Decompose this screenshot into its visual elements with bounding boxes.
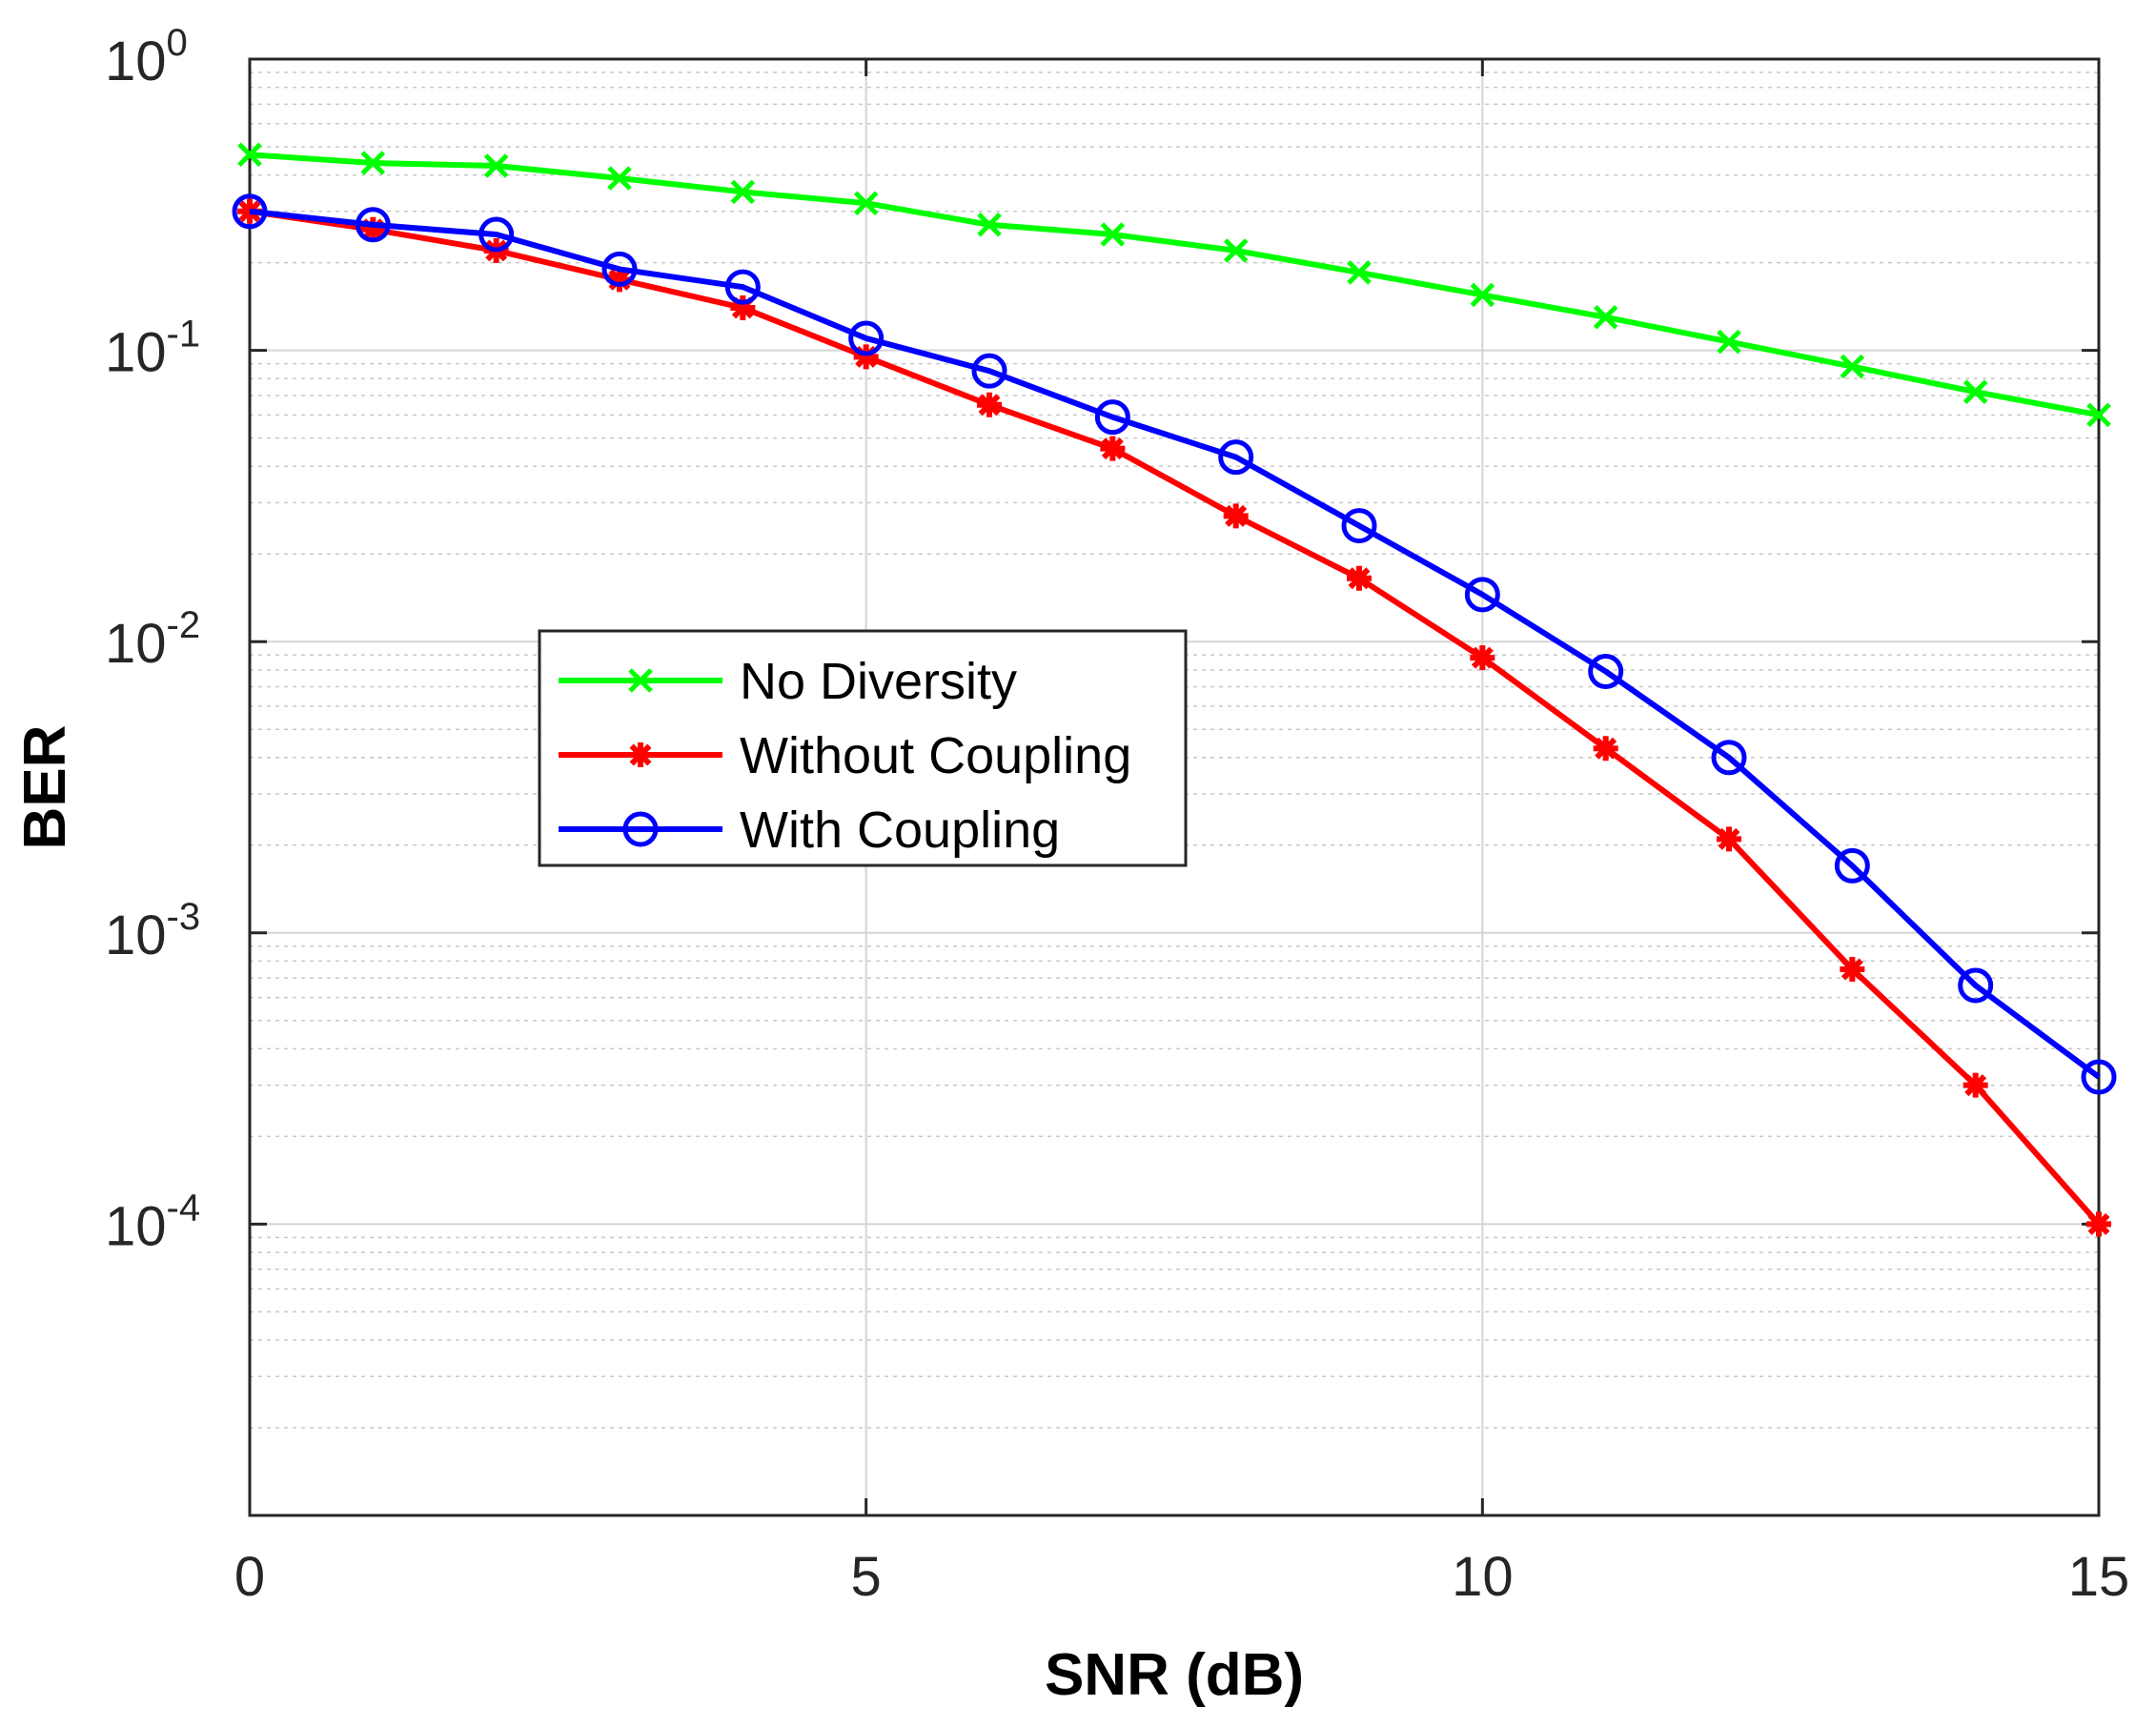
- data-point: [232, 193, 268, 230]
- data-point: [1588, 653, 1624, 689]
- legend-marker: [628, 742, 653, 767]
- data-point: [730, 295, 756, 320]
- data-point: [1347, 565, 1372, 591]
- data-point: [724, 269, 761, 305]
- y-tick-label: 10-2: [105, 604, 200, 675]
- data-point: [601, 251, 638, 287]
- data-point: [730, 179, 756, 205]
- data-point: [1470, 645, 1495, 671]
- legend-item-without-coupling: Without Coupling: [559, 727, 1131, 784]
- data-point: [1717, 329, 1741, 355]
- data-point: [2081, 1059, 2117, 1095]
- data-point: [1100, 222, 1126, 247]
- data-point: [1094, 399, 1130, 436]
- data-point: [1958, 967, 1994, 1004]
- data-point: [1341, 508, 1377, 544]
- data-point: [977, 213, 1002, 237]
- x-axis-label: SNR (dB): [1045, 1642, 1304, 1708]
- data-point: [1464, 577, 1500, 613]
- plot-area-border: [248, 57, 2101, 1517]
- y-tick-label: 100: [105, 22, 188, 92]
- data-point: [853, 191, 879, 215]
- data-point: [1834, 847, 1870, 884]
- data-point: [971, 353, 1007, 389]
- x-tick-label: 0: [234, 1546, 265, 1608]
- x-tick-label: 10: [1452, 1546, 1514, 1608]
- data-point: [1840, 354, 1865, 379]
- legend-marker: [622, 811, 659, 847]
- legend-marker: [628, 668, 653, 693]
- data-point: [1470, 282, 1495, 308]
- data-point: [1840, 956, 1865, 982]
- data-point: [1593, 736, 1618, 762]
- y-tick-label: 10-3: [105, 896, 200, 966]
- series-line-with-coupling: [249, 208, 2101, 1080]
- series-line-no-diversity: [249, 152, 2100, 418]
- series-no-diversity: [237, 142, 2111, 428]
- x-axis-ticks: 0 5 10 15: [234, 59, 2129, 1608]
- data-point: [360, 151, 386, 175]
- data-point: [1100, 436, 1126, 461]
- x-tick-label: 15: [2068, 1546, 2130, 1608]
- legend-item-with-coupling: With Coupling: [559, 802, 1060, 859]
- data-point: [607, 267, 632, 293]
- data-point: [2086, 1211, 2111, 1237]
- series: [232, 142, 2117, 1237]
- data-point: [1711, 740, 1747, 776]
- data-point: [1593, 305, 1618, 330]
- data-point: [237, 142, 262, 167]
- legend-label: Without Coupling: [740, 727, 1131, 784]
- legend-label: No Diversity: [740, 653, 1017, 710]
- data-point: [1223, 503, 1249, 529]
- data-point: [853, 344, 879, 370]
- data-point: [360, 216, 386, 242]
- data-point: [607, 166, 632, 191]
- data-point: [977, 392, 1002, 417]
- data-point: [1218, 439, 1254, 476]
- data-point: [478, 216, 515, 253]
- legend-label: With Coupling: [740, 802, 1060, 859]
- y-tick-label: 10-4: [105, 1187, 200, 1257]
- data-point: [1963, 1072, 1988, 1098]
- series-with-coupling: [232, 193, 2117, 1095]
- data-point: [848, 320, 885, 356]
- x-tick-label: 5: [851, 1546, 882, 1608]
- data-point: [1717, 826, 1741, 852]
- data-point: [483, 153, 509, 178]
- data-point: [1347, 260, 1372, 285]
- series-line-without-coupling: [249, 208, 2102, 1227]
- legend-item-no-diversity: No Diversity: [559, 653, 1017, 710]
- y-tick-label: 10-1: [105, 314, 200, 384]
- y-axis-ticks: 100 10-1 10-2 10-3 10-4: [105, 22, 2099, 1257]
- data-point: [1223, 238, 1249, 263]
- data-point: [355, 207, 391, 243]
- y-axis-label: BER: [12, 725, 78, 850]
- legend: No Diversity Without Coupling With Couplin…: [538, 629, 1188, 867]
- data-point: [1963, 379, 1988, 404]
- data-point: [2086, 402, 2111, 428]
